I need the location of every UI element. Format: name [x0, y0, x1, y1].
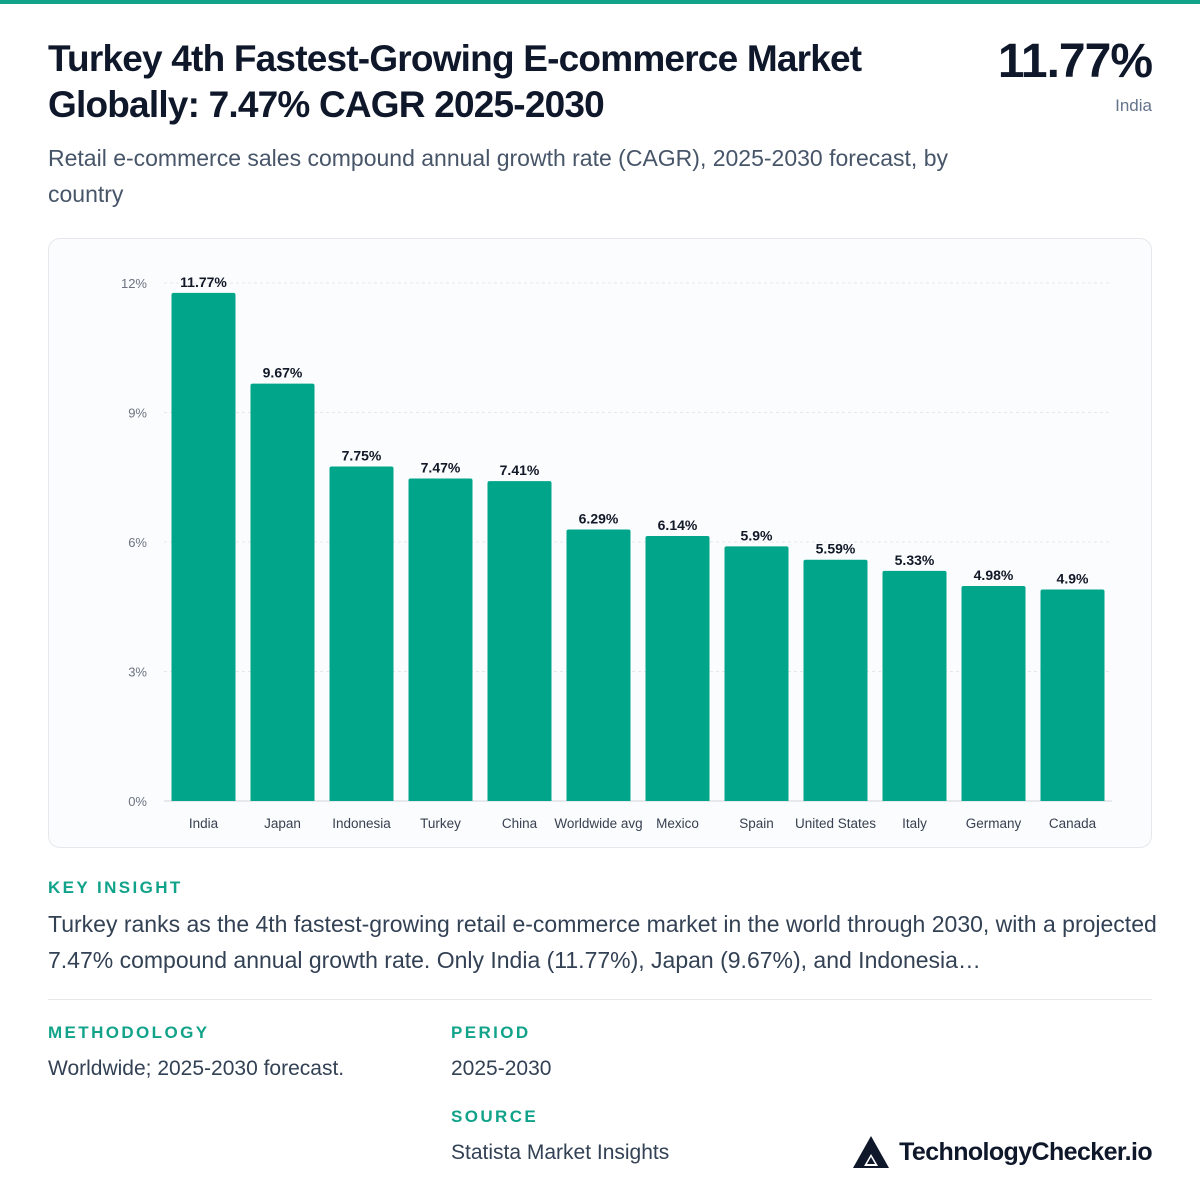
page-title: Turkey 4th Fastest-Growing E-commerce Ma… — [48, 38, 862, 125]
brand-name: TechnologyChecker.io — [899, 1137, 1152, 1166]
headline-label: India — [1115, 96, 1152, 115]
bar — [487, 481, 552, 801]
x-tick-label: Italy — [902, 816, 927, 831]
x-tick-label: United States — [795, 816, 876, 831]
source-text: Statista Market Insights — [451, 1141, 670, 1164]
bar — [408, 478, 473, 801]
x-tick-label: Mexico — [656, 816, 699, 831]
x-tick-label: Worldwide avg — [554, 816, 642, 831]
bar-value-label: 11.77% — [180, 274, 227, 290]
bar-value-label: 9.67% — [263, 365, 303, 381]
bar-value-label: 7.41% — [500, 462, 540, 478]
bar — [961, 586, 1026, 801]
x-tick-label: Spain — [739, 816, 774, 831]
bar-value-label: 7.75% — [342, 447, 382, 463]
bar-value-label: 6.29% — [579, 510, 619, 526]
x-tick-label: Indonesia — [332, 816, 391, 831]
bar-value-label: 5.33% — [895, 552, 935, 568]
source-label: SOURCE — [451, 1107, 539, 1126]
bar-value-label: 6.14% — [658, 517, 698, 533]
y-tick-label: 12% — [121, 276, 147, 291]
bar-value-label: 4.9% — [1057, 570, 1089, 586]
y-tick-label: 3% — [128, 665, 147, 680]
key-insight-label: KEY INSIGHT — [48, 878, 183, 897]
brand-logo: TechnologyChecker.io — [853, 1136, 1153, 1168]
chart-card: 0% 3% 6% 9% 12% 11.77% India 9.67% Japan 7.75% Ind… — [48, 238, 1152, 848]
bar-value-label: 7.47% — [421, 460, 461, 476]
y-tick-label: 6% — [128, 535, 147, 550]
x-tick-label: Japan — [264, 816, 301, 831]
x-tick-label: Canada — [1049, 816, 1097, 831]
headline-value: 11.77% — [997, 35, 1153, 88]
bar — [803, 559, 868, 801]
key-insight-text: Turkey ranks as the 4th fastest-growing … — [48, 911, 1157, 973]
methodology-label: METHODOLOGY — [48, 1023, 210, 1042]
triangle-logo-icon — [853, 1136, 890, 1168]
bar — [171, 292, 236, 801]
x-tick-label: India — [189, 816, 219, 831]
x-tick-label: China — [502, 816, 538, 831]
bar-value-label: 5.59% — [816, 541, 856, 557]
chart-subtitle: Retail e-commerce sales compound annual … — [48, 145, 948, 207]
x-tick-label: Turkey — [420, 816, 461, 831]
bar — [250, 383, 315, 801]
bar — [329, 466, 394, 801]
bar — [566, 529, 631, 801]
period-text: 2025-2030 — [451, 1057, 552, 1080]
bar-chart: 0% 3% 6% 9% 12% 11.77% India 9.67% Japan 7.75% Ind… — [121, 274, 1112, 831]
x-tick-label: Germany — [966, 816, 1022, 831]
bar — [645, 535, 710, 801]
bar-value-label: 4.98% — [974, 567, 1014, 583]
methodology-text: Worldwide; 2025-2030 forecast. — [48, 1057, 345, 1080]
period-label: PERIOD — [451, 1023, 531, 1042]
bar — [724, 546, 789, 801]
y-tick-label: 9% — [128, 406, 147, 421]
y-tick-label: 0% — [128, 794, 147, 809]
bar — [882, 570, 947, 801]
bar — [1040, 589, 1105, 801]
section-divider — [48, 999, 1152, 1000]
top-accent-rule — [0, 0, 1200, 4]
bar-value-label: 5.9% — [741, 527, 773, 543]
